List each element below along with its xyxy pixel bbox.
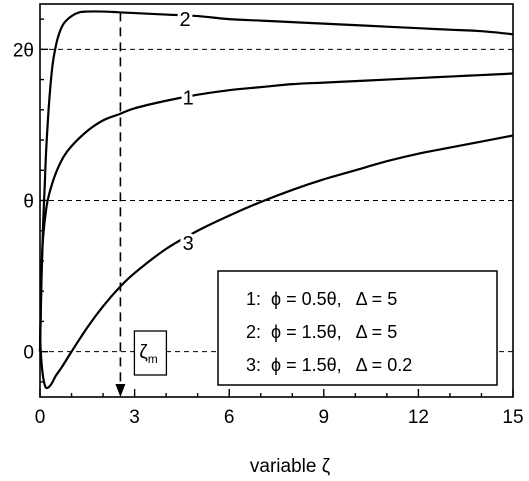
y-tick-label: 0 bbox=[23, 343, 34, 364]
y-tick-label: 2θ bbox=[13, 40, 34, 61]
curve-label-3: 3 bbox=[183, 233, 194, 255]
legend-box bbox=[217, 270, 498, 386]
x-tick-label: 6 bbox=[224, 407, 235, 428]
x-tick-label: 3 bbox=[129, 407, 140, 428]
series-line-1 bbox=[38, 72, 514, 352]
zeta-m-symbol: ζ bbox=[139, 342, 148, 363]
curve-label-1: 1 bbox=[183, 88, 194, 110]
zeta-m-arrowhead bbox=[115, 384, 126, 397]
legend-entry-3: 3: ϕ = 1.5θ, Δ = 0.2 bbox=[246, 355, 412, 375]
x-tick-label: 9 bbox=[319, 407, 330, 428]
legend-entry-2: 2: ϕ = 1.5θ, Δ = 5 bbox=[246, 322, 397, 342]
legend: 1: ϕ = 0.5θ, Δ = 5 2: ϕ = 1.5θ, Δ = 5 3:… bbox=[217, 270, 498, 386]
zeta-m-subscript: m bbox=[148, 352, 158, 366]
legend-entry-1: 1: ϕ = 0.5θ, Δ = 5 bbox=[246, 289, 397, 309]
series-line-3 bbox=[38, 134, 514, 390]
x-axis-title: variable ζ bbox=[250, 456, 331, 477]
x-tick-label: 12 bbox=[408, 407, 429, 428]
axis-ticks bbox=[39, 18, 514, 397]
x-tick-label: 15 bbox=[502, 407, 523, 428]
curves bbox=[38, 10, 514, 390]
curve-label-2: 2 bbox=[179, 9, 190, 31]
x-tick-label: 0 bbox=[35, 407, 46, 428]
y-tick-label: θ bbox=[23, 192, 34, 213]
zeta-m-marker: ζm bbox=[115, 12, 168, 397]
series-line-2 bbox=[38, 10, 514, 352]
zeta-m-label-box bbox=[133, 330, 168, 376]
zeta-m-label: ζm bbox=[139, 342, 157, 366]
